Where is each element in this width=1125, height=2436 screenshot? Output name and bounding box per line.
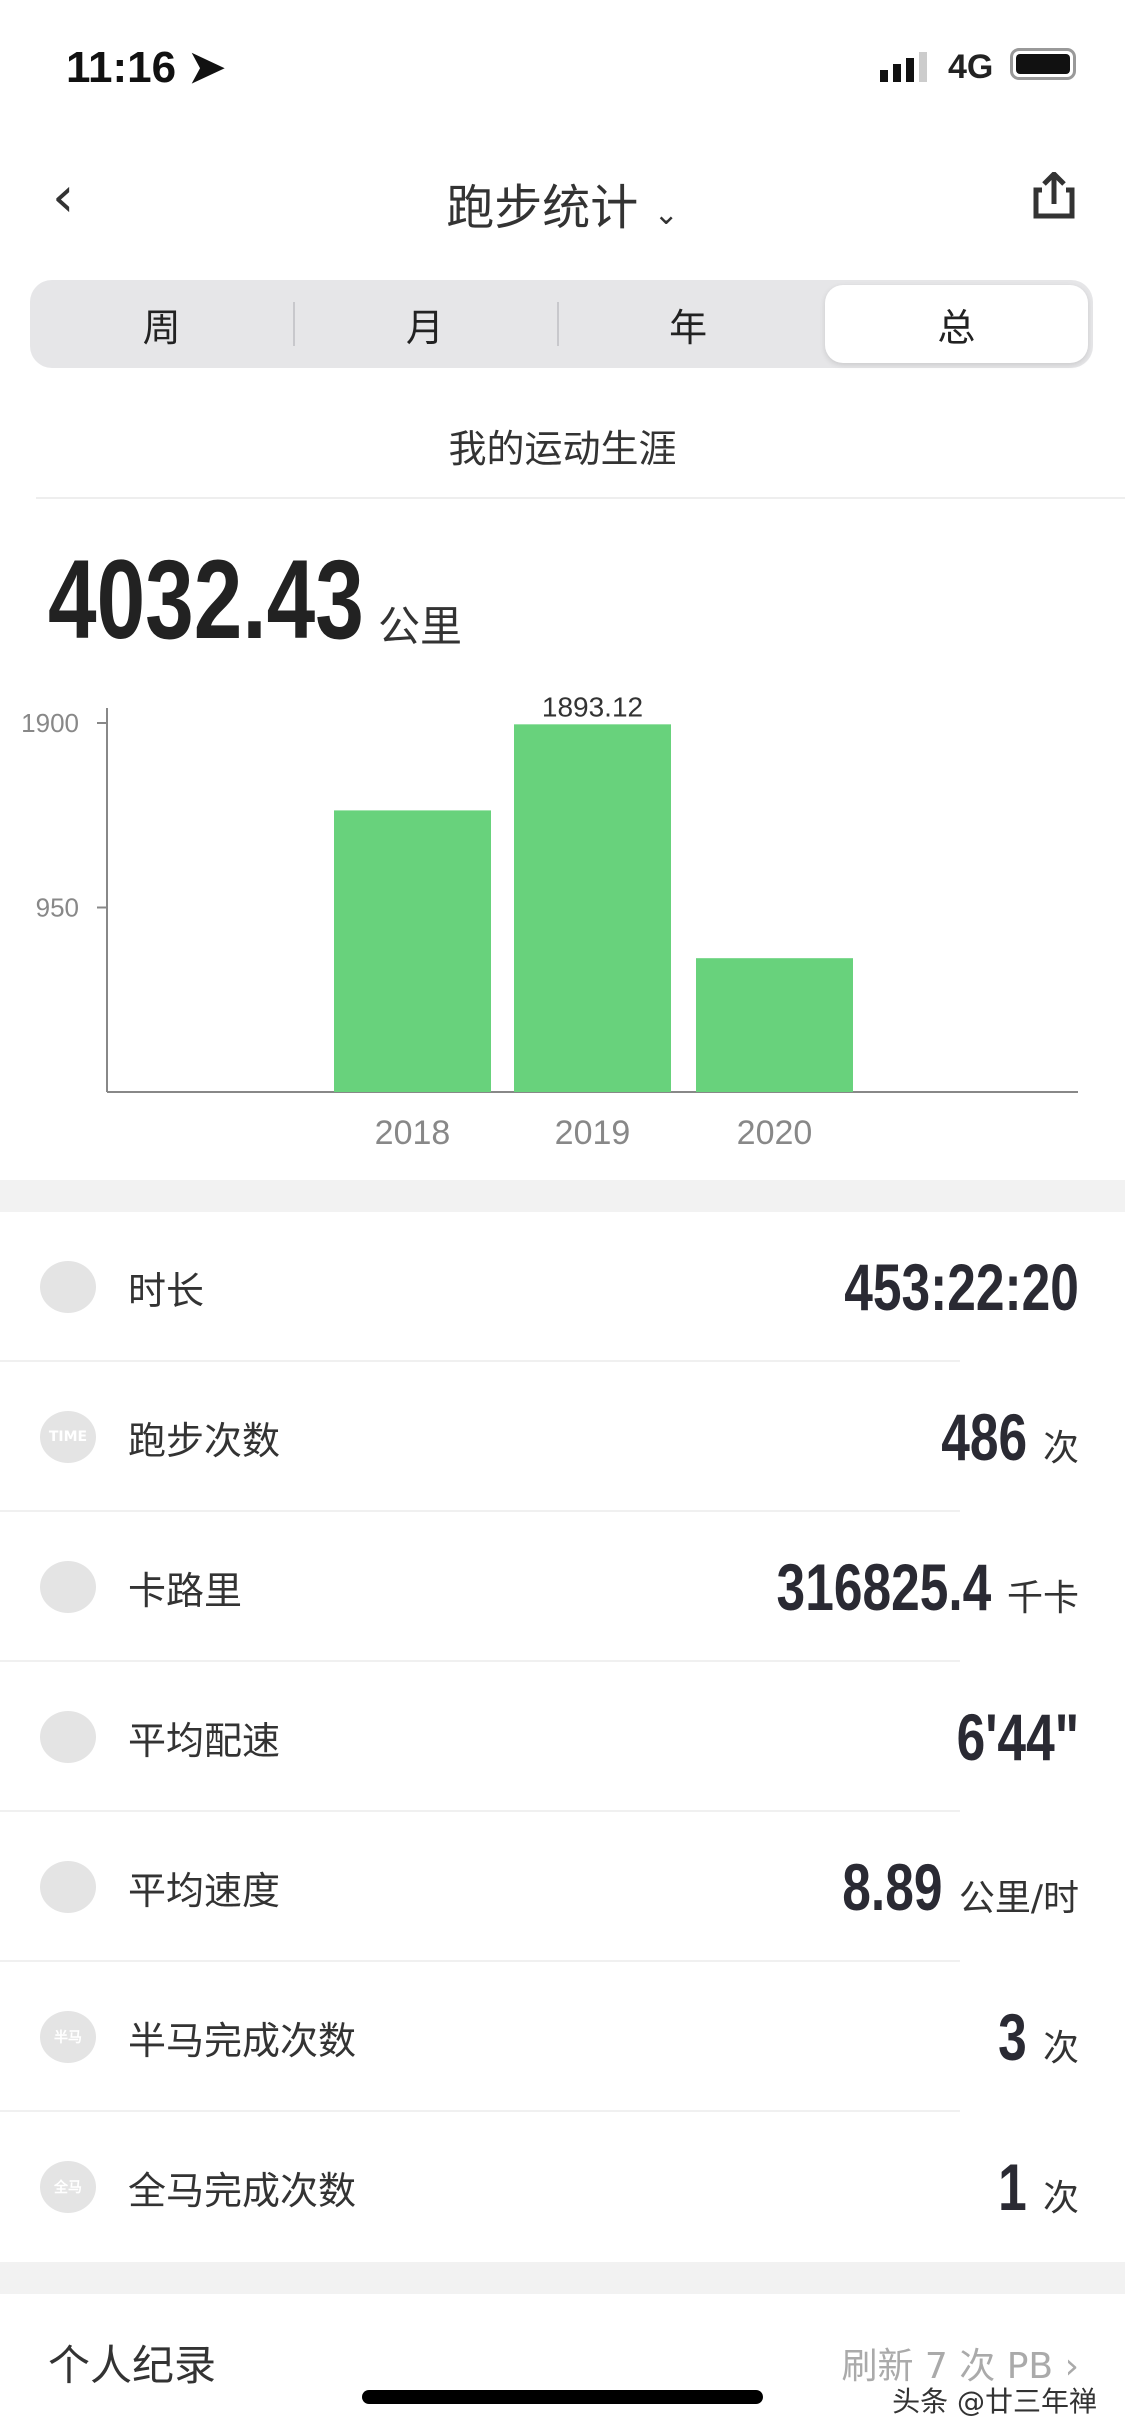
yearly-distance-chart: 950 1900 2018 2019 1893.12 2020 [21,691,1078,1152]
x-tick-label: 2018 [375,1114,451,1152]
clock-icon [40,1261,96,1313]
stat-label: 半马完成次数 [128,2018,357,2063]
stat-unit: 次 [1042,1428,1079,1469]
stat-label: 卡路里 [128,1568,243,1613]
stat-label: 全马完成次数 [128,2168,357,2213]
total-distance: 4032.43 [48,537,364,662]
stat-label: 跑步次数 [128,1418,281,1463]
tab-label: 总 [937,305,976,350]
page-title: 跑步统计 [446,180,639,236]
speed-icon [40,1861,96,1913]
period-tabs: 周 月 年 总 [30,280,1093,368]
stat-unit: 次 [1042,2178,1079,2219]
bar-2018 [334,810,491,1092]
personal-records-label: 个人纪录 [48,2341,217,2390]
y-tick-label: 1900 [21,708,79,738]
time-text: 11:16 [66,43,177,92]
stat-unit: 公里/时 [958,1878,1079,1919]
stat-label: 时长 [128,1268,205,1313]
full-marathon-icon: 全马 [40,2161,96,2213]
back-button[interactable]: ‹ [52,165,75,230]
x-tick-label: 2020 [737,1114,813,1152]
signal-icon [880,52,927,82]
row-divider [0,1510,960,1512]
battery-icon [1010,48,1076,80]
stat-value: 3 [998,2000,1027,2074]
status-time: 11:16 ➤ [66,42,225,93]
stat-unit: 次 [1042,2028,1079,2069]
stat-row: 平均配速 6'44" [0,1662,1125,1812]
location-arrow-icon: ➤ [188,43,226,92]
stat-label: 平均配速 [128,1718,281,1763]
row-divider [0,1360,960,1362]
section-divider [0,1180,1125,1212]
share-icon [1033,170,1075,219]
stat-row: 时长 453:22:20 [0,1212,1125,1362]
row-divider [0,1660,960,1662]
x-tick-label: 2019 [555,1114,631,1152]
tab-total[interactable]: 总 [824,285,1088,363]
personal-records-link-text: 刷新 7 次 PB [841,2346,1054,2387]
stat-value: 1 [998,2150,1027,2224]
share-button[interactable] [1030,170,1078,220]
tab-label: 周 [142,305,181,350]
stat-value: 453:22:20 [844,1250,1079,1324]
tab-label: 年 [669,305,708,350]
chevron-down-icon: ⌄ [653,197,679,232]
tab-label: 月 [405,305,444,350]
page-title-dropdown[interactable]: 跑步统计 ⌄ [0,168,1125,238]
row-divider [0,1960,960,1962]
stat-row: TIME 跑步次数 486 次 [0,1362,1125,1512]
tab-year[interactable]: 年 [556,280,820,368]
watermark: 头条 @廿三年禅 [892,2385,1097,2418]
personal-records-link[interactable]: 刷新 7 次 PB › [841,2337,1079,2389]
chevron-right-icon: › [1064,2346,1079,2387]
bar-2020 [696,958,853,1092]
stat-value: 316825.4 [776,1550,991,1624]
stat-value: 486 [941,1400,1027,1474]
section-title: 我的运动生涯 [448,427,677,471]
stat-unit: 千卡 [1006,1578,1079,1619]
row-divider [0,2110,960,2112]
half-marathon-icon: 半马 [40,2011,96,2063]
stat-label: 平均速度 [128,1868,281,1913]
pace-icon [40,1711,96,1763]
tab-week[interactable]: 周 [30,280,293,368]
time-badge-icon: TIME [40,1411,96,1463]
stat-row: 卡路里 316825.4 千卡 [0,1512,1125,1662]
section-divider [0,2262,1125,2294]
total-distance-unit: 公里 [378,602,463,651]
row-divider [0,1810,960,1812]
stat-value: 6'44" [956,1700,1079,1774]
data-label: 1893.12 [542,691,643,722]
y-tick-label: 950 [36,893,79,923]
network-label: 4G [948,48,994,86]
stat-row: 平均速度 8.89 公里/时 [0,1812,1125,1962]
stat-value: 8.89 [842,1850,943,1924]
bar-2019 [514,724,671,1092]
divider [36,497,1125,499]
tab-month[interactable]: 月 [293,280,556,368]
flame-icon [40,1561,96,1613]
home-indicator[interactable] [362,2390,763,2404]
